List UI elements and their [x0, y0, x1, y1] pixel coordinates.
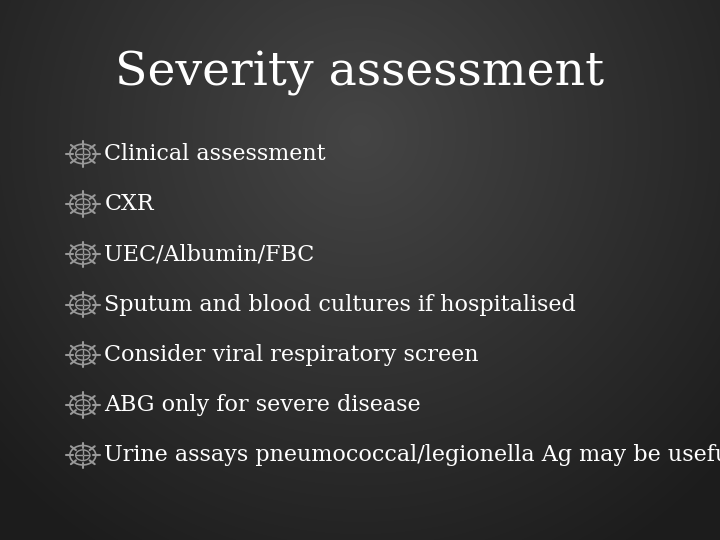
Text: Urine assays pneumococcal/legionella Ag may be useful: Urine assays pneumococcal/legionella Ag … [104, 444, 720, 466]
Text: Severity assessment: Severity assessment [115, 50, 605, 96]
Text: CXR: CXR [104, 193, 154, 215]
Text: ABG only for severe disease: ABG only for severe disease [104, 394, 421, 416]
Text: Consider viral respiratory screen: Consider viral respiratory screen [104, 344, 479, 366]
Text: Clinical assessment: Clinical assessment [104, 143, 326, 165]
Text: UEC/Albumin/FBC: UEC/Albumin/FBC [104, 244, 315, 265]
Text: Sputum and blood cultures if hospitalised: Sputum and blood cultures if hospitalise… [104, 294, 576, 315]
